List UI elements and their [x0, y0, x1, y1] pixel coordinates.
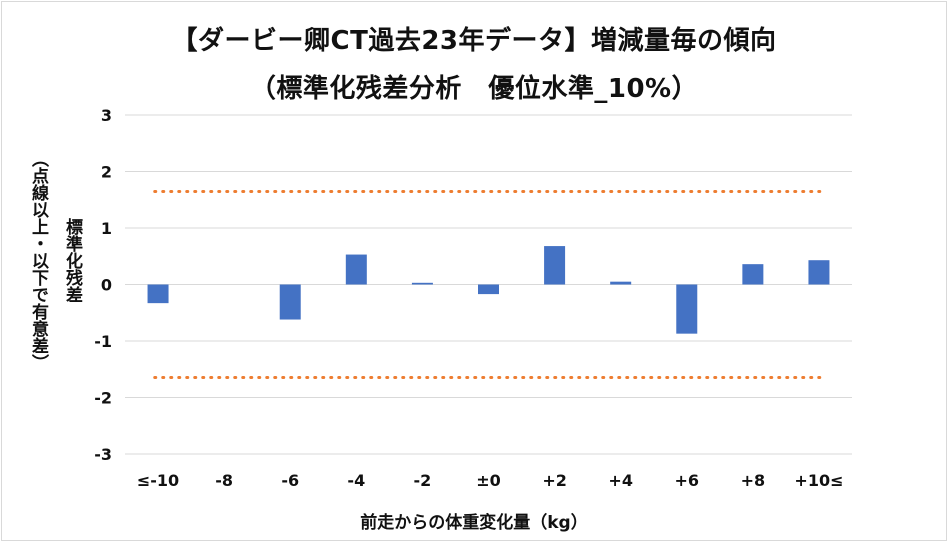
x-tick-label: +2	[542, 471, 567, 490]
bar	[478, 284, 499, 295]
bar	[544, 246, 566, 285]
y-tick-label: 2	[101, 163, 112, 182]
bar	[411, 282, 433, 285]
x-tick-label: -8	[215, 471, 233, 490]
x-tick-label: -4	[347, 471, 365, 490]
bar	[808, 260, 830, 285]
bar	[147, 284, 169, 304]
y-tick-label: -2	[94, 389, 112, 408]
x-tick-label: ±0	[476, 471, 501, 490]
x-tick-label: +6	[674, 471, 699, 490]
x-axis-label: 前走からの体重変化量（kg）	[360, 513, 588, 533]
x-tick-label: -6	[281, 471, 299, 490]
x-tick-label: +10≤	[794, 471, 843, 490]
y-tick-label: -3	[94, 445, 112, 464]
x-tick-label: +4	[608, 471, 633, 490]
y-axis-label: 標準化残差	[62, 218, 82, 303]
x-tick-label: +8	[741, 471, 766, 490]
bar	[610, 281, 632, 285]
x-tick-label: ≤-10	[137, 471, 179, 490]
y-tick-label: 3	[101, 106, 112, 125]
bar	[676, 284, 698, 334]
y-tick-label: 1	[101, 219, 112, 238]
x-tick-label: -2	[414, 471, 432, 490]
bar	[345, 254, 367, 285]
chart-subtitle: （標準化残差分析 優位水準_10%）	[249, 74, 699, 104]
bar	[279, 284, 301, 320]
y-axis-note: （点線以上・以下で有意差）	[28, 150, 48, 371]
chart-title: 【ダービー卿CT過去23年データ】増減量毎の傾向	[171, 26, 777, 56]
y-tick-label: 0	[101, 276, 112, 295]
bar	[742, 264, 764, 285]
y-tick-label: -1	[94, 332, 112, 351]
